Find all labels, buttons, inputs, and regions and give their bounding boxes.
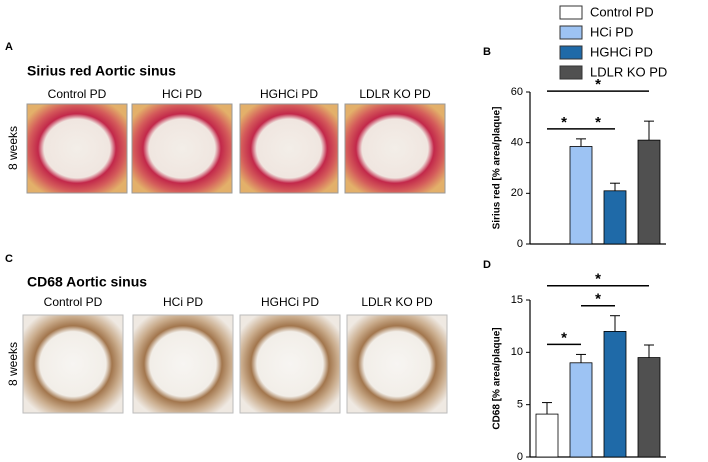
image-label: HCi PD [162, 87, 202, 101]
y-tick-label: 0 [517, 451, 523, 462]
section-title: Sirius red Aortic sinus [27, 63, 176, 79]
y-tick-label: 40 [511, 137, 523, 149]
panel-label: A [5, 41, 13, 53]
y-tick-label: 5 [517, 399, 523, 411]
panel-label: C [5, 253, 13, 265]
image-label: HGHCi PD [260, 87, 318, 101]
legend-swatch [559, 5, 583, 20]
legend-label: Control PD [590, 4, 654, 19]
micrograph [346, 314, 448, 414]
y-tick-label: 20 [511, 187, 523, 199]
y-axis-label: CD68 [% area/plaque] [492, 327, 503, 429]
significance-star: * [561, 114, 567, 131]
y-tick-label: 15 [511, 294, 523, 306]
panel-label: B [483, 46, 491, 58]
legend-label: HCi PD [590, 24, 633, 39]
image-label: HGHCi PD [261, 295, 319, 309]
significance-star: * [595, 271, 601, 288]
significance-star: * [595, 76, 601, 93]
image-label: Control PD [48, 87, 107, 101]
y-tick-label: 0 [517, 238, 523, 250]
section-title: CD68 Aortic sinus [27, 274, 147, 290]
y-tick-label: 10 [511, 346, 523, 358]
panel-label: D [483, 259, 491, 271]
bar [569, 362, 593, 458]
micrograph [132, 314, 234, 414]
legend-label: LDLR KO PD [590, 64, 667, 79]
significance-star: * [561, 329, 567, 346]
significance-star: * [595, 291, 601, 308]
legend-label: HGHCi PD [590, 44, 653, 59]
micrograph [239, 103, 339, 194]
image-label: LDLR KO PD [361, 295, 433, 309]
bar [569, 146, 593, 245]
image-label: LDLR KO PD [359, 87, 431, 101]
row-label: 8 weeks [6, 126, 20, 170]
micrograph [22, 314, 124, 414]
micrograph [26, 103, 128, 194]
image-label: Control PD [44, 295, 103, 309]
bar [603, 330, 627, 458]
significance-star: * [595, 114, 601, 131]
y-tick-label: 60 [511, 86, 523, 98]
bar [603, 190, 627, 245]
legend-swatch [559, 45, 583, 60]
micrograph [344, 103, 446, 194]
micrograph [131, 103, 233, 194]
micrograph [239, 314, 341, 414]
bar [535, 413, 559, 458]
micrographs-a [26, 103, 446, 194]
micrographs-c [22, 314, 448, 414]
y-axis-label: Sirius red [% area/plaque] [492, 107, 503, 230]
bar [637, 357, 661, 458]
row-label: 8 weeks [6, 342, 20, 386]
bar [637, 139, 661, 245]
legend-swatch [559, 25, 583, 40]
legend-swatch [559, 65, 583, 80]
image-label: HCi PD [163, 295, 203, 309]
